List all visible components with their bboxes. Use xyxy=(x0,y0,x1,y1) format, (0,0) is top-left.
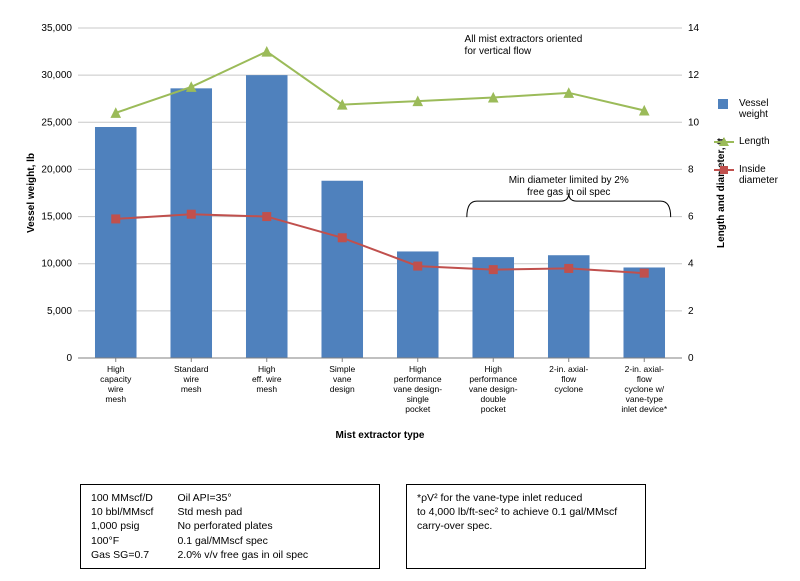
inside-diameter-marker xyxy=(640,269,648,277)
annotation-orientation: All mist extractors oriented xyxy=(465,34,583,45)
svg-text:0: 0 xyxy=(66,353,72,364)
x-axis-label: Mist extractor type xyxy=(336,430,425,441)
svg-text:8: 8 xyxy=(688,164,694,175)
category-label: High xyxy=(107,364,125,374)
category-label: mesh xyxy=(181,384,202,394)
inside-diameter-marker xyxy=(263,213,271,221)
category-label: vane design- xyxy=(393,384,442,394)
svg-text:14: 14 xyxy=(688,23,700,34)
category-label: flow xyxy=(561,374,577,384)
svg-text:10: 10 xyxy=(688,117,700,128)
svg-text:25,000: 25,000 xyxy=(41,117,72,128)
category-label: High xyxy=(485,364,503,374)
category-label: pocket xyxy=(405,404,431,414)
svg-text:4: 4 xyxy=(688,259,694,270)
svg-text:35,000: 35,000 xyxy=(41,23,72,34)
category-label: mesh xyxy=(256,384,277,394)
chart-figure: 0 5,000 10,000 15,000 20,000 25,000 30,000 35,0… xyxy=(0,0,800,581)
legend-label: Inside diameter xyxy=(739,164,778,186)
category-label: capacity xyxy=(100,374,132,384)
bar xyxy=(321,181,363,358)
legend: Vessel weight Length Inside diameter xyxy=(714,98,786,202)
svg-text:30,000: 30,000 xyxy=(41,70,72,81)
category-label: vane xyxy=(333,374,352,384)
legend-label: Length xyxy=(739,136,770,147)
category-label: vane design- xyxy=(469,384,518,394)
legend-swatch xyxy=(714,164,734,176)
legend-item-bar: Vessel weight xyxy=(714,98,786,120)
bar xyxy=(95,127,137,358)
category-label: Standard xyxy=(174,364,209,374)
note-box-right: *ρV² for the vane-type inlet reduced to … xyxy=(406,484,646,569)
category-label: double xyxy=(480,394,506,404)
inside-diameter-marker xyxy=(187,210,195,218)
legend-swatch xyxy=(714,136,734,148)
category-label: Simple xyxy=(329,364,355,374)
category-label: mesh xyxy=(105,394,126,404)
inside-diameter-marker xyxy=(112,215,120,223)
svg-text:20,000: 20,000 xyxy=(41,164,72,175)
inside-diameter-marker xyxy=(489,266,497,274)
annotation-orientation: for vertical flow xyxy=(465,46,532,57)
category-label: performance xyxy=(394,374,442,384)
legend-item-diameter: Inside diameter xyxy=(714,164,786,186)
bar xyxy=(170,88,212,358)
category-label: wire xyxy=(107,384,124,394)
category-label: cyclone xyxy=(554,384,583,394)
category-label: wire xyxy=(182,374,199,384)
inside-diameter-marker xyxy=(565,264,573,272)
svg-text:2: 2 xyxy=(688,306,694,317)
notes-row: 100 MMscf/D 10 bbl/MMscf 1,000 psig 100°… xyxy=(80,484,782,569)
svg-text:10,000: 10,000 xyxy=(41,259,72,270)
legend-label: Vessel weight xyxy=(739,98,768,120)
inside-diameter-marker xyxy=(338,234,346,242)
chart-area: 0 5,000 10,000 15,000 20,000 25,000 30,000 35,0… xyxy=(18,18,782,478)
category-label: single xyxy=(407,394,429,404)
svg-text:0: 0 xyxy=(688,353,694,364)
svg-text:15,000: 15,000 xyxy=(41,212,72,223)
chart-svg: 0 5,000 10,000 15,000 20,000 25,000 30,000 35,0… xyxy=(18,18,782,478)
category-label: flow xyxy=(637,374,653,384)
category-label: 2-in. axial- xyxy=(549,364,588,374)
svg-text:6: 6 xyxy=(688,212,694,223)
category-label: inlet device* xyxy=(621,404,668,414)
note-left-col1: 100 MMscf/D 10 bbl/MMscf 1,000 psig 100°… xyxy=(91,491,153,562)
y-left-label: Vessel weight, lb xyxy=(26,153,37,233)
svg-text:5,000: 5,000 xyxy=(47,306,72,317)
category-label: design xyxy=(330,384,355,394)
legend-item-length: Length xyxy=(714,136,786,148)
annotation-bracket-text: Min diameter limited by 2% xyxy=(509,175,629,186)
category-label: performance xyxy=(469,374,517,384)
category-label: High xyxy=(258,364,276,374)
svg-text:12: 12 xyxy=(688,70,700,81)
note-box-left: 100 MMscf/D 10 bbl/MMscf 1,000 psig 100°… xyxy=(80,484,380,569)
category-label: High xyxy=(409,364,427,374)
category-label: pocket xyxy=(481,404,507,414)
inside-diameter-marker xyxy=(414,262,422,270)
category-label: 2-in. axial- xyxy=(625,364,664,374)
category-label: cyclone w/ xyxy=(624,384,664,394)
legend-swatch xyxy=(714,98,734,110)
category-label: vane-type xyxy=(626,394,664,404)
note-right-text: *ρV² for the vane-type inlet reduced to … xyxy=(417,491,635,534)
bar xyxy=(623,267,665,358)
note-left-col2: Oil API=35° Std mesh pad No perforated p… xyxy=(177,491,308,562)
category-label: eff. wire xyxy=(252,374,282,384)
